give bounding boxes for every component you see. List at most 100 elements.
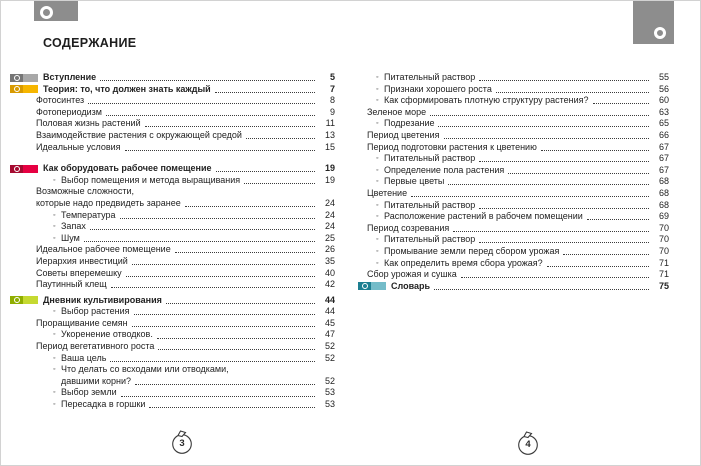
toc-entry-label: Пересадка в горшки — [61, 399, 146, 410]
toc-entry-page: 70 — [658, 245, 669, 256]
toc-entry-page: 26 — [324, 244, 335, 255]
toc-entry-label: Период вегетативного роста — [36, 341, 155, 352]
dot-leader — [100, 80, 315, 82]
sub-entry-bullet-icon: ◦ — [53, 223, 56, 231]
toc-entry: Иерархия инвестиций 35 — [10, 256, 335, 268]
marker-ring-icon — [13, 297, 20, 304]
toc-entry: Проращивание семян 45 — [10, 318, 335, 330]
toc-entry-label: Определение пола растения — [384, 164, 505, 175]
sub-entry-bullet-icon: ◦ — [376, 259, 379, 267]
toc-entry-page: 45 — [324, 317, 335, 328]
dot-leader — [89, 229, 315, 231]
dot-leader — [83, 240, 315, 242]
leaf-circle-icon — [172, 430, 192, 454]
dot-leader — [214, 91, 315, 93]
toc-entry: ◦ Питательный раствор 68 — [358, 200, 669, 212]
sub-entry-bullet-icon: ◦ — [53, 389, 56, 397]
marker-square — [10, 73, 23, 82]
toc-entry: ◦ Расположение растений в рабочем помещен… — [358, 211, 669, 223]
toc-entry-label: Словарь — [391, 280, 431, 291]
sub-entry-bullet-icon: ◦ — [53, 211, 56, 219]
toc-entry-page: 55 — [658, 72, 669, 82]
dot-leader — [149, 407, 315, 409]
toc-entry-label: Выбор земли — [61, 387, 117, 398]
toc-entry-page: 53 — [324, 399, 335, 410]
page-number-left: 3 — [169, 429, 195, 455]
toc-entry: ◦ Температура 24 — [10, 210, 335, 222]
dot-leader — [479, 161, 649, 163]
toc-entry-page: 68 — [658, 176, 669, 187]
dot-leader — [215, 171, 315, 173]
dot-leader — [540, 149, 649, 151]
toc-entry-page: 5 — [329, 72, 335, 82]
sub-entry-bullet-icon: ◦ — [376, 97, 379, 105]
toc-entry-label: Температура — [61, 209, 116, 220]
toc-entry-page: 44 — [324, 294, 335, 305]
toc-entry: Период вегетативного роста 52 — [10, 341, 335, 353]
toc-entry-label: Фотосинтез — [36, 95, 85, 106]
dot-leader — [563, 254, 649, 255]
toc-entry-label: Возможные сложности, — [36, 186, 134, 197]
section-marker-teal-icon — [358, 282, 386, 291]
toc-entry-label: Первые цветы — [384, 176, 445, 187]
marker-ring-icon — [13, 86, 20, 93]
toc-entry: ◦ Питательный раствор 67 — [358, 153, 669, 165]
section-marker-yellow-icon — [10, 85, 38, 94]
toc-entry-page: 52 — [324, 341, 335, 352]
dot-leader — [119, 217, 315, 219]
page-number-right: 4 — [515, 430, 541, 456]
toc-entry-label: Сбор урожая и сушка — [367, 269, 457, 280]
corner-tab-right — [633, 1, 674, 44]
marker-bar — [371, 282, 386, 291]
toc-entry: Дневник культивирования 44 — [10, 295, 335, 307]
toc-entry-label: Питательный раствор — [384, 199, 476, 210]
toc-entry-label: Выбор растения — [61, 306, 130, 317]
toc-entry-page: 15 — [324, 141, 335, 152]
toc-entry-page: 66 — [658, 129, 669, 140]
dot-leader — [165, 302, 315, 304]
toc-entry: ◦ Выбор растения 44 — [10, 306, 335, 318]
marker-bar — [23, 85, 38, 94]
section-marker-red-icon — [10, 164, 38, 173]
toc-entry-label: которые надо предвидеть заранее — [36, 197, 181, 208]
toc-entry-label: Дневник культивирования — [43, 294, 162, 305]
toc-entry-page: 52 — [324, 375, 335, 386]
toc-entry-page: 24 — [324, 209, 335, 220]
toc-entry-label: Период созревания — [367, 222, 450, 233]
sub-entry-bullet-icon: ◦ — [376, 236, 379, 244]
toc-entry-page: 68 — [658, 199, 669, 210]
toc-entry: Паутинный клещ 42 — [10, 279, 335, 291]
dot-leader — [479, 80, 649, 82]
dot-leader — [586, 219, 649, 221]
dot-leader — [244, 182, 315, 184]
section-marker-gray-icon — [10, 73, 38, 82]
toc-entry-page: 71 — [658, 257, 669, 268]
toc-left-page: Вступление 5 Теория: то, что должен знать … — [10, 72, 335, 411]
toc-entry-page: 40 — [324, 267, 335, 278]
dot-leader — [592, 103, 649, 105]
toc-entry-page: 11 — [325, 118, 335, 129]
toc-entry-page: 63 — [658, 106, 669, 117]
toc-entry: ◦ Питательный раствор 55 — [358, 72, 669, 84]
sub-entry-bullet-icon: ◦ — [376, 74, 379, 81]
marker-ring-icon — [13, 74, 20, 81]
page-number-text: 4 — [525, 439, 531, 450]
toc-entry-page: 52 — [324, 352, 335, 363]
toc-entry: Идеальные условия 15 — [10, 142, 335, 154]
toc-entry: Зеленое море 63 — [358, 107, 669, 119]
toc-entry-label: Советы вперемешку — [36, 267, 122, 278]
toc-entry-label: Период подготовки растения к цветению — [367, 141, 537, 152]
toc-entry-label: Что делать со всходами или отводками, — [61, 364, 229, 375]
toc-entry-label: давшими корни? — [61, 375, 132, 386]
dot-leader — [434, 288, 649, 290]
sub-entry-bullet-icon: ◦ — [376, 155, 379, 163]
toc-entry: ◦ Промывание земли перед сбором урожая 70 — [358, 246, 669, 258]
toc-entry-label: Вступление — [43, 72, 97, 82]
toc-entry: Взаимодействие растения с окружающей сре… — [10, 130, 335, 142]
dot-leader — [443, 138, 649, 140]
toc-entry: ◦ Питательный раствор 70 — [358, 234, 669, 246]
toc-entry-label: Ваша цель — [61, 352, 107, 363]
toc-entry: Период цветения 66 — [358, 130, 669, 142]
dot-leader — [546, 265, 649, 267]
toc-entry-page: 65 — [658, 118, 669, 129]
